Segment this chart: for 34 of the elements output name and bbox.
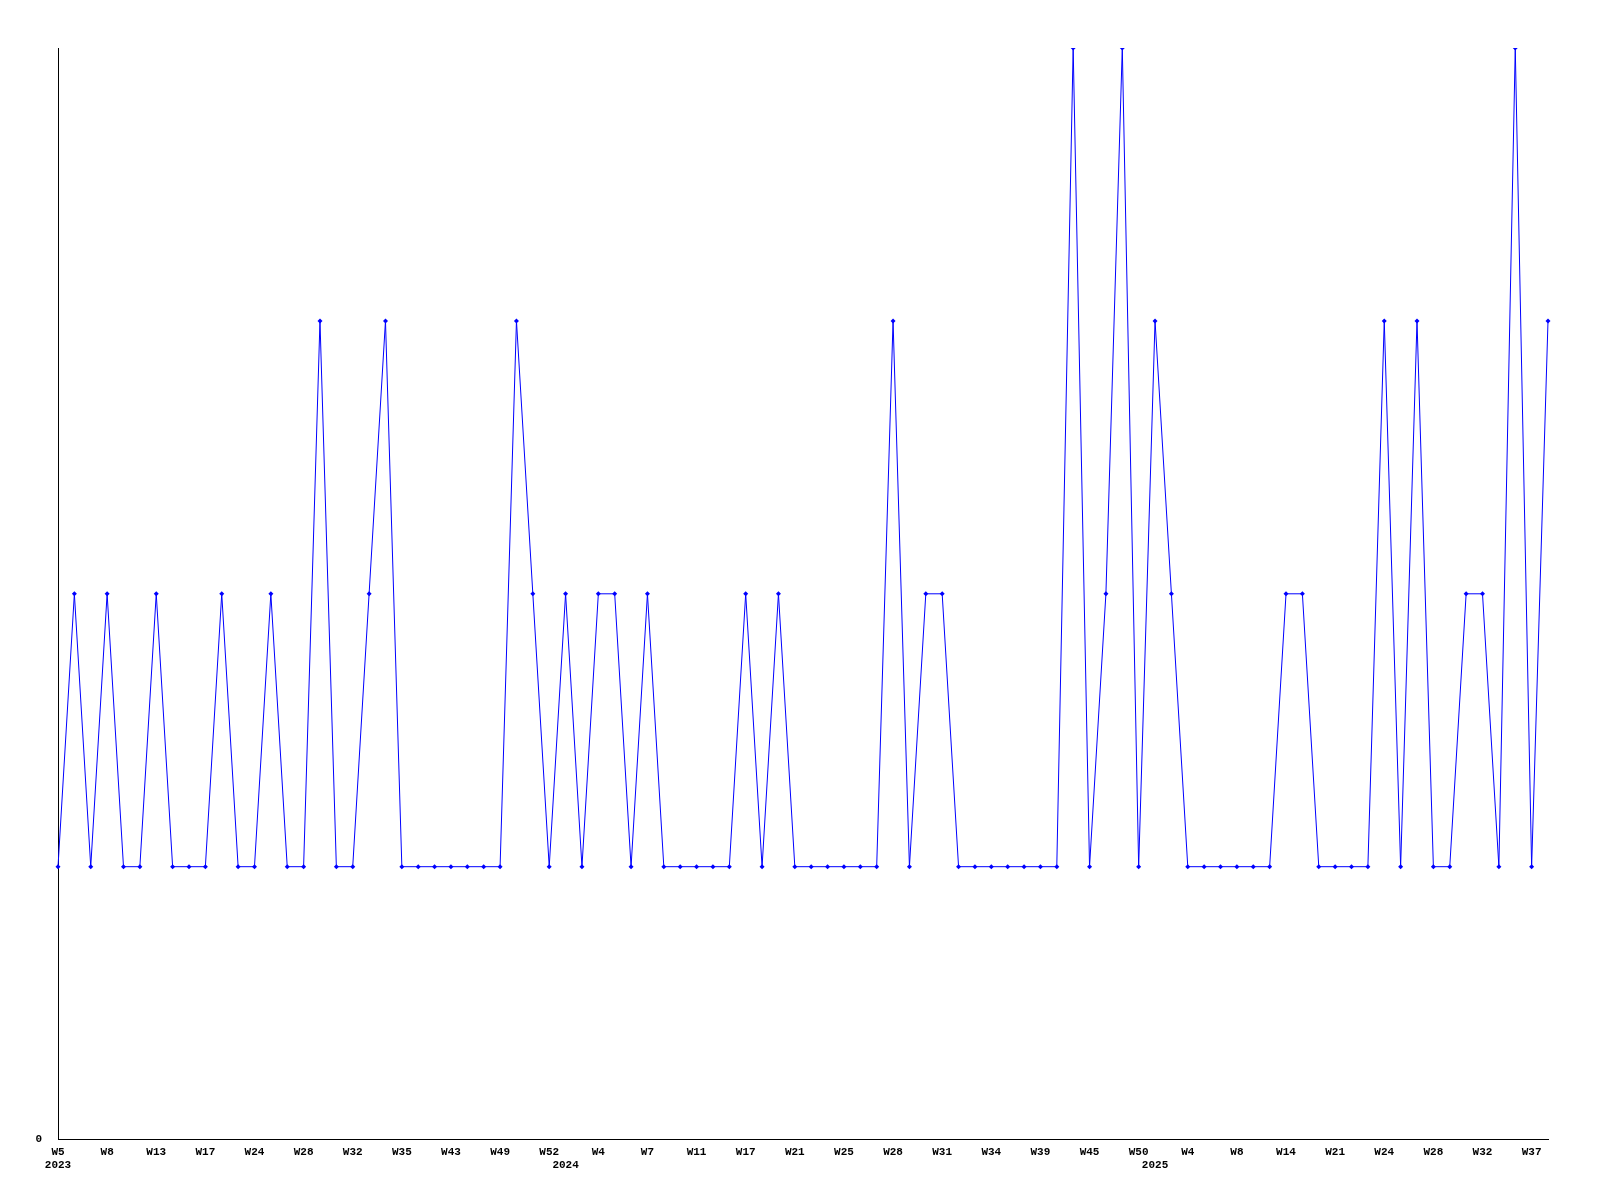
x-tick-label: W28	[883, 1145, 904, 1158]
x-tick-label: W45	[1079, 1145, 1100, 1158]
x-tick-label: W43	[441, 1145, 462, 1158]
x-tick-label: W28	[293, 1145, 314, 1158]
x-tick-label: W8	[1230, 1145, 1244, 1158]
x-tick-label: W11	[686, 1145, 707, 1158]
x-tick-label: W37	[1521, 1145, 1542, 1158]
x-tick-label: W4	[591, 1145, 606, 1158]
x-tick-label: 2024	[552, 1159, 580, 1172]
x-tick-label: W14	[1276, 1145, 1297, 1158]
x-tick-label: W34	[981, 1145, 1002, 1158]
x-tick-label: W17	[735, 1145, 756, 1158]
x-tick-label: W39	[1030, 1145, 1051, 1158]
x-tick-label: W52	[539, 1145, 560, 1158]
x-tick-label: W31	[932, 1145, 953, 1158]
text: 0	[35, 1133, 42, 1146]
x-tick-label: W28	[1423, 1145, 1444, 1158]
x-tick-label: W21	[1325, 1145, 1346, 1158]
x-tick-label: W35	[391, 1145, 413, 1158]
x-tick-label: W32	[1472, 1145, 1493, 1158]
x-tick-label: 2025	[1141, 1159, 1169, 1172]
x-tick-label: W13	[146, 1145, 167, 1158]
x-tick-label: W17	[195, 1145, 216, 1158]
x-tick-label: W24	[1374, 1145, 1395, 1158]
x-tick-label: W4	[1181, 1145, 1195, 1158]
x-tick-label: W24	[244, 1145, 265, 1158]
x-tick-label: W49	[490, 1145, 510, 1158]
x-tick-label: W5 2023	[44, 1145, 72, 1172]
x-tick-label: W8	[100, 1145, 115, 1158]
x-tick-label: W21	[784, 1145, 806, 1158]
x-tick-label: W25	[834, 1145, 855, 1158]
x-tick-label: W7	[640, 1145, 655, 1158]
x-tick-label: W32	[342, 1145, 363, 1158]
x-tick-label: W50	[1128, 1145, 1149, 1158]
